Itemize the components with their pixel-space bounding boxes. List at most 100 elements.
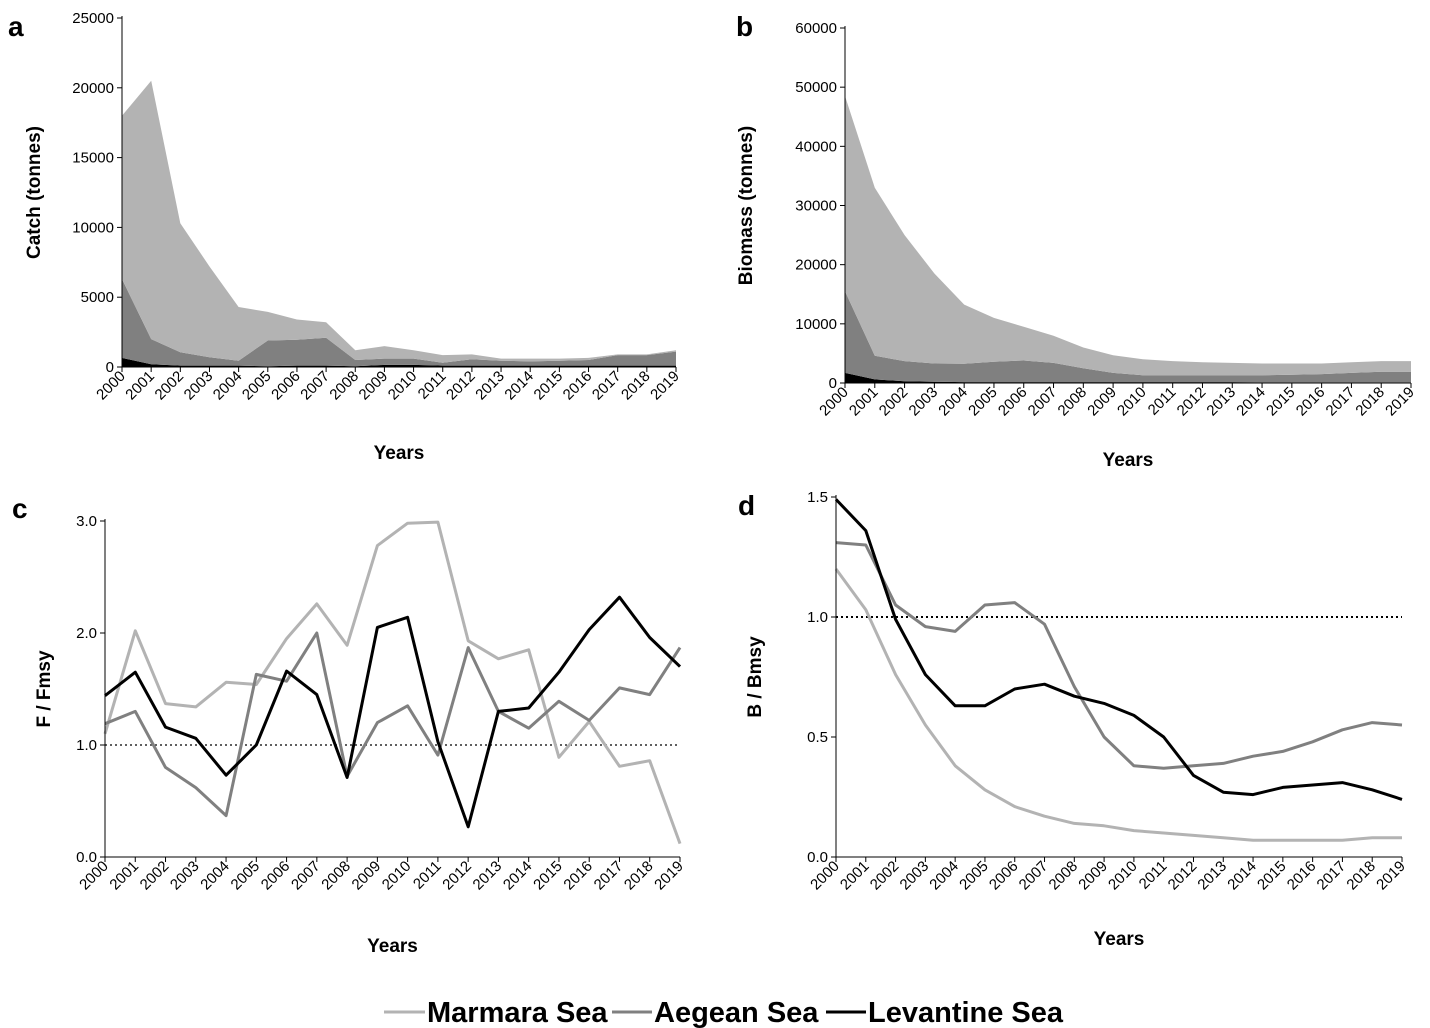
x-tick-label-b: 2014 — [1233, 384, 1269, 420]
x-tick-label-c: 2011 — [410, 858, 445, 893]
legend-label-levantine: Levantine Sea — [868, 997, 1064, 1028]
x-tick-label-a: 2010 — [385, 368, 421, 404]
y-tick-label-b: 50000 — [795, 79, 837, 96]
y-tick-label-a: 15000 — [72, 150, 114, 167]
x-tick-label-d: 2003 — [897, 858, 933, 894]
area-aegean-b — [845, 291, 1411, 383]
x-tick-label-b: 2016 — [1293, 384, 1329, 420]
x-tick-label-a: 2000 — [93, 368, 129, 404]
y-tick-label-b: 10000 — [795, 316, 837, 333]
y-tick-label-a: 10000 — [72, 219, 114, 236]
panel-a-catch-chart: a050001000015000200002500020002001200220… — [8, 10, 683, 464]
legend: Marmara Sea Aegean Sea Levantine Sea — [384, 997, 1064, 1028]
area-aegean-a — [122, 279, 676, 367]
x-tick-label-b: 2017 — [1323, 384, 1359, 420]
x-tick-label-b: 2009 — [1084, 384, 1120, 420]
panel-d-b-bmsy-chart: d0.00.51.01.5200020012002200320042005200… — [738, 489, 1409, 950]
x-tick-label-b: 2003 — [906, 384, 942, 420]
y-tick-label-a: 0 — [106, 359, 114, 376]
y-tick-label-d: 0.5 — [807, 729, 828, 746]
panel-letter-c: c — [12, 493, 28, 524]
x-tick-label-d: 2009 — [1075, 858, 1111, 894]
x-tick-label-c: 2013 — [470, 858, 506, 894]
x-tick-label-d: 2001 — [837, 858, 873, 894]
y-tick-label-d: 1.5 — [807, 489, 828, 506]
y-tick-label-a: 20000 — [72, 80, 114, 97]
area-marmara-a — [122, 80, 676, 363]
x-tick-label-a: 2001 — [122, 368, 158, 404]
x-tick-label-a: 2013 — [472, 368, 508, 404]
x-tick-label-c: 2003 — [167, 858, 203, 894]
x-tick-label-c: 2016 — [560, 858, 596, 894]
line-marmara-c — [103, 520, 682, 845]
x-tick-label-a: 2006 — [268, 368, 304, 404]
y-tick-label-c: 0.0 — [76, 849, 97, 866]
x-tick-label-b: 2001 — [846, 384, 882, 420]
x-tick-label-a: 2014 — [501, 368, 537, 404]
y-tick-label-a: 5000 — [81, 289, 114, 306]
x-tick-label-b: 2000 — [816, 384, 852, 420]
y-tick-label-b: 40000 — [795, 138, 837, 155]
x-tick-label-c: 2019 — [651, 858, 687, 894]
y-tick-label-a: 25000 — [72, 10, 114, 27]
line-marmara-d — [834, 568, 1402, 842]
x-tick-label-c: 2005 — [228, 858, 264, 894]
x-tick-label-a: 2016 — [560, 368, 596, 404]
x-tick-label-d: 2016 — [1284, 858, 1320, 894]
x-tick-label-c: 2018 — [621, 858, 657, 894]
x-tick-label-c: 2001 — [106, 858, 142, 894]
x-tick-label-a: 2007 — [297, 368, 333, 404]
x-tick-label-a: 2008 — [326, 368, 362, 404]
x-axis-title-d: Years — [1094, 929, 1145, 950]
legend-label-marmara: Marmara Sea — [427, 997, 608, 1028]
y-axis-title-c: F / Fmsy — [34, 650, 55, 728]
x-tick-label-a: 2015 — [531, 368, 567, 404]
x-tick-label-b: 2018 — [1352, 384, 1388, 420]
panel-b-biomass-chart: b 0 10000 20000 30000 40000 50000 60000 20002001… — [736, 11, 1418, 471]
x-tick-label-b: 2015 — [1263, 384, 1299, 420]
x-tick-label-a: 2003 — [181, 368, 217, 404]
area-levantine-b — [845, 372, 1411, 383]
x-tick-label-d: 2002 — [867, 858, 903, 894]
x-tick-label-a: 2002 — [152, 368, 188, 404]
y-axis-title-b: Biomass (tonnes) — [736, 126, 757, 285]
y-tick-label-b: 30000 — [795, 198, 837, 215]
panel-letter-b: b — [736, 11, 753, 42]
x-tick-label-a: 2018 — [618, 368, 654, 404]
x-tick-label-c: 2015 — [530, 858, 566, 894]
y-tick-label-c: 1.0 — [76, 737, 97, 754]
y-tick-label-c: 2.0 — [76, 625, 97, 642]
x-tick-label-c: 2008 — [318, 858, 354, 894]
x-tick-label-b: 2002 — [876, 384, 912, 420]
x-tick-label-b: 2004 — [935, 384, 971, 420]
x-tick-label-c: 2004 — [197, 858, 233, 894]
x-tick-label-a: 2012 — [443, 368, 479, 404]
x-tick-label-d: 2011 — [1136, 858, 1171, 893]
x-tick-label-b: 2011 — [1145, 384, 1180, 419]
y-tick-label-c: 3.0 — [76, 513, 97, 530]
x-tick-label-b: 2006 — [995, 384, 1031, 420]
x-tick-label-a: 2011 — [415, 368, 450, 403]
x-tick-label-d: 2005 — [956, 858, 992, 894]
line-aegean-c — [104, 631, 682, 818]
line-aegean-d — [835, 541, 1403, 770]
x-tick-label-d: 2010 — [1105, 858, 1141, 894]
x-tick-label-d: 2012 — [1165, 858, 1201, 894]
x-tick-label-c: 2009 — [349, 858, 385, 894]
x-tick-label-c: 2012 — [439, 858, 475, 894]
y-tick-label-d: 1.0 — [807, 609, 828, 626]
x-tick-label-d: 2017 — [1314, 858, 1350, 894]
y-tick-label-b: 60000 — [795, 20, 837, 37]
legend-label-aegean: Aegean Sea — [654, 997, 819, 1028]
y-tick-label-b: 0 — [829, 375, 837, 392]
x-tick-label-d: 2006 — [986, 858, 1022, 894]
x-tick-label-d: 2018 — [1343, 858, 1379, 894]
panel-c-f-fmsy-chart: c0.01.02.03.0200020012002200320042005200… — [12, 493, 687, 957]
x-tick-label-a: 2005 — [239, 368, 275, 404]
x-tick-label-c: 2007 — [288, 858, 324, 894]
x-tick-label-a: 2004 — [210, 368, 246, 404]
panel-letter-d: d — [738, 490, 755, 521]
x-tick-label-d: 2008 — [1046, 858, 1082, 894]
x-tick-label-b: 2005 — [965, 384, 1001, 420]
